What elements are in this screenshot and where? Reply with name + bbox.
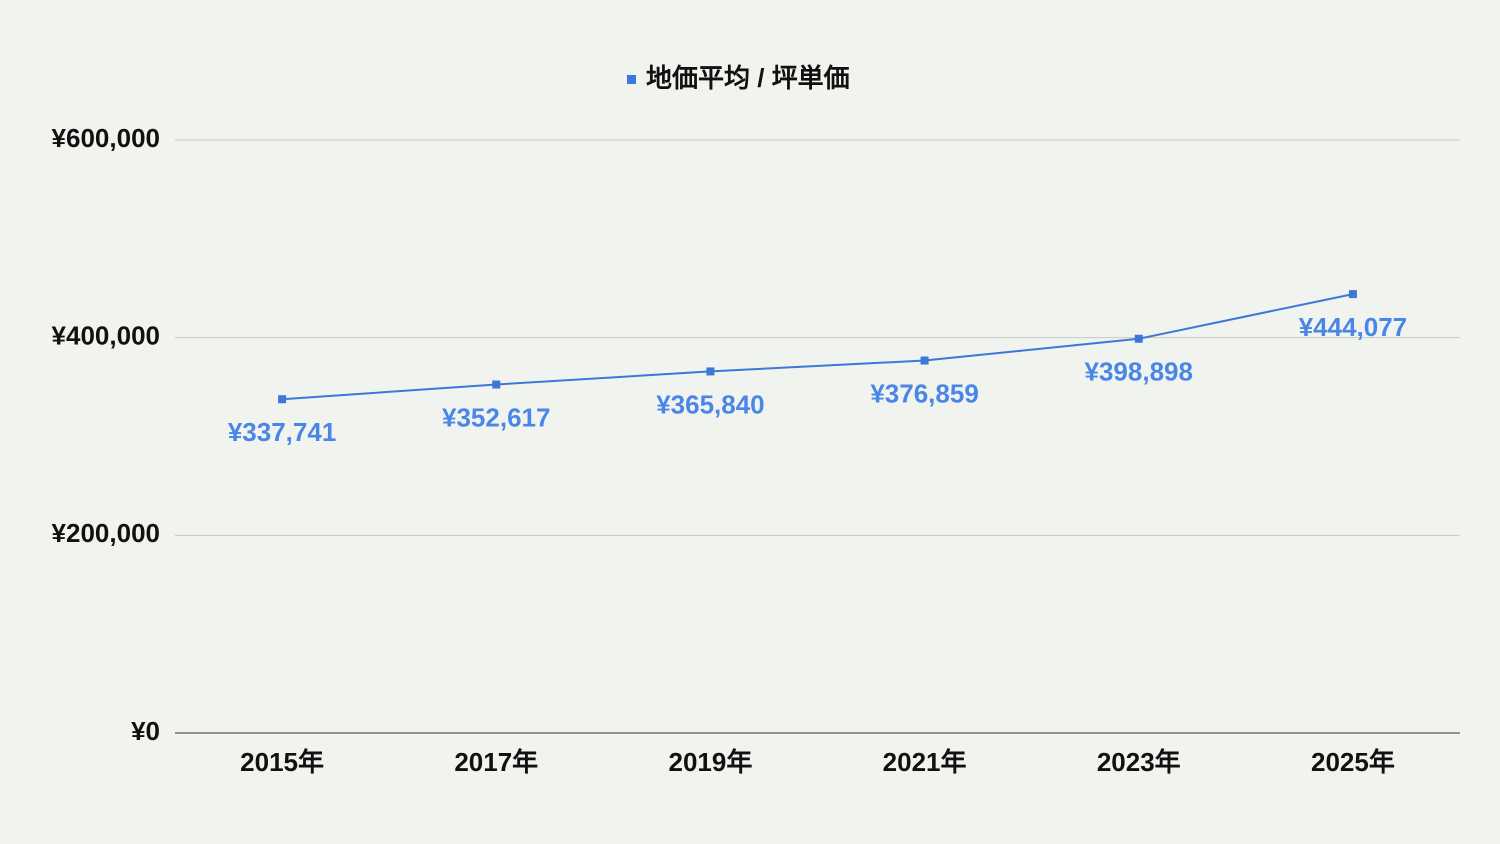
x-tick-label: 2021年 (883, 747, 967, 777)
legend-label: 地価平均 / 坪単価 (646, 63, 850, 93)
x-tick-label: 2019年 (668, 747, 752, 777)
x-tick-label: 2017年 (454, 747, 538, 777)
y-tick-label: ¥0 (131, 716, 160, 746)
legend-marker (627, 75, 636, 84)
y-tick-label: ¥200,000 (52, 518, 160, 548)
x-tick-label: 2025年 (1311, 747, 1395, 777)
data-label: ¥376,859 (870, 378, 978, 408)
x-tick-label: 2015年 (240, 747, 324, 777)
point-marker (278, 395, 287, 404)
series-line (282, 293, 1354, 401)
point-marker (1134, 334, 1143, 343)
x-tick-label: 2023年 (1097, 747, 1181, 777)
data-label: ¥365,840 (656, 389, 764, 419)
data-label: ¥398,898 (1085, 357, 1193, 387)
data-label: ¥337,741 (228, 417, 336, 447)
point-marker (492, 380, 501, 389)
data-label: ¥444,077 (1299, 312, 1407, 342)
y-tick-label: ¥600,000 (52, 123, 160, 153)
point-marker (1348, 290, 1357, 299)
point-marker (706, 367, 715, 376)
point-marker (920, 356, 929, 365)
y-tick-label: ¥400,000 (52, 321, 160, 351)
data-label: ¥352,617 (442, 402, 550, 432)
